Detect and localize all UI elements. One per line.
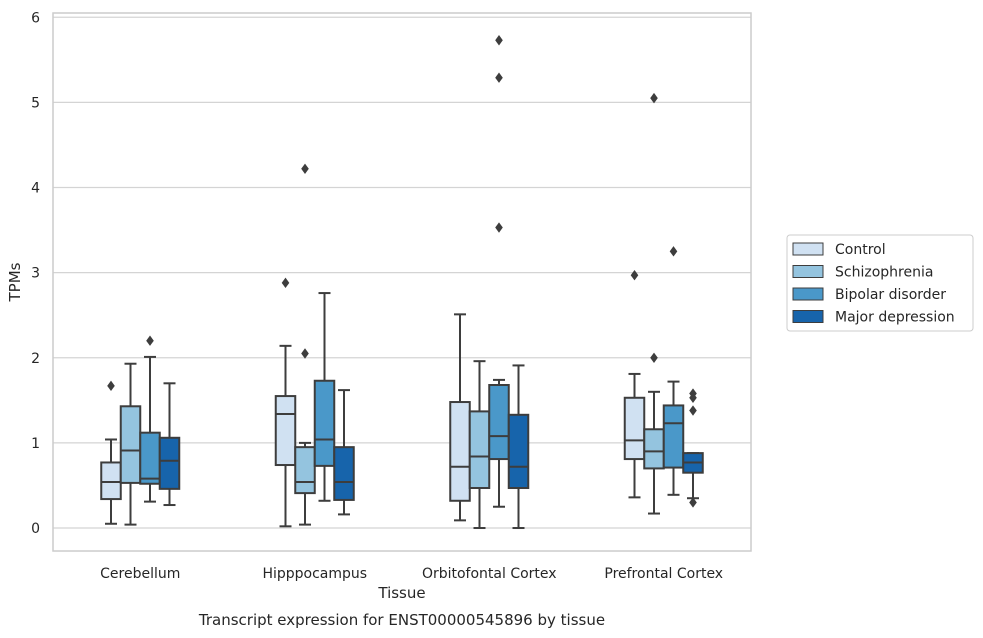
box-iqr [119,405,142,484]
outlier-point [301,163,309,174]
box [158,382,181,507]
x-tick-label: Orbitofontal Cortex [422,566,557,582]
chart-caption: Transcript expression for ENST0000054589… [198,611,605,629]
legend-label: Schizophrenia [835,265,933,281]
legend-swatch [792,310,824,323]
y-tick-label: 3 [31,266,40,282]
outlier-point [495,35,503,46]
y-tick-label: 4 [31,181,40,197]
legend: Control Schizophrenia Bipolar disorder Majo… [786,234,974,332]
outlier-point [650,92,658,104]
x-axis-label: Tissue [377,584,425,602]
outlier-point [669,246,678,257]
legend-swatch [792,242,824,256]
box-iqr [139,431,161,485]
box [119,362,142,526]
y-tick-label: 1 [31,436,40,452]
box [100,380,122,525]
outlier-point [301,348,309,359]
box-iqr [333,446,355,501]
box [274,277,297,528]
box-iqr [449,401,471,502]
legend-swatch [792,287,824,301]
legend-frame [786,234,974,332]
y-tick-label: 2 [31,351,40,367]
box-iqr [468,410,491,490]
y-axis-label: TPMs [6,262,24,302]
x-tick-label: Prefrontal Cortex [604,566,723,582]
legend-label: Control [835,242,886,258]
x-axis-ticks: Cerebellum Hipppocampus Orbitofontal Corte… [100,566,723,582]
box-iqr [488,384,510,461]
outlier-point [495,222,503,233]
box [468,360,491,530]
box-iqr [507,413,530,490]
box-series [100,35,704,530]
box-iqr [294,446,316,495]
box [662,246,685,496]
x-tick-label: Cerebellum [100,566,180,582]
plot-area-frame [52,12,752,552]
y-tick-label: 0 [31,521,40,537]
x-tick-label: Hipppocampus [262,566,367,582]
box-iqr [158,436,181,490]
box [139,335,161,503]
outlier-point [689,405,697,416]
outlier-point [650,352,658,363]
outlier-point [146,335,154,346]
outlier-point [689,497,697,508]
outlier-point [689,392,697,403]
outlier-point [281,277,290,289]
y-tick-label: 5 [31,95,40,111]
y-tick-label: 6 [31,10,40,26]
box [449,313,471,522]
box [507,364,530,530]
box [313,292,336,502]
box [333,389,355,516]
box-iqr [623,396,646,461]
legend-swatch [792,265,824,278]
outlier-point [630,269,639,281]
legend-items: Control Schizophrenia Bipolar disorder Majo… [792,242,955,326]
legend-label: Bipolar disorder [835,287,946,303]
box-iqr [662,404,685,469]
y-axis-ticks: 0 1 2 3 4 5 6 [31,10,40,537]
box [643,92,665,515]
legend-label: Major depression [835,310,955,326]
box-iqr [313,379,336,467]
box-iqr [274,395,297,467]
outlier-point [495,72,503,83]
outlier-point [107,380,115,392]
box-iqr [643,428,665,470]
box [294,163,316,526]
box [682,388,704,508]
box-iqr [100,461,122,501]
box [488,35,510,508]
box [623,269,646,499]
